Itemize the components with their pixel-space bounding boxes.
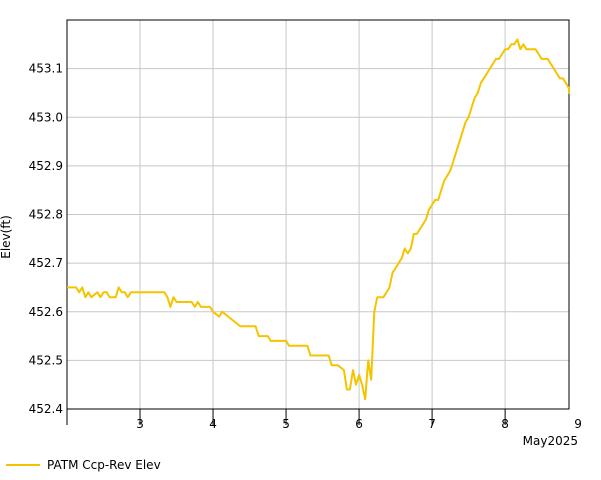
- x-period-label: May2025: [523, 434, 578, 448]
- x-tick-label: 3: [136, 417, 144, 431]
- series-line: [67, 38, 570, 401]
- grid-lines: [67, 20, 569, 410]
- legend: PATM Ccp-Rev Elev: [6, 458, 161, 472]
- y-tick-label: 452.8: [29, 208, 63, 222]
- x-tick-label: 5: [282, 417, 290, 431]
- y-tick-label: 452.4: [29, 402, 63, 416]
- plot-area: [67, 38, 570, 401]
- y-tick-label: 452.5: [29, 353, 63, 367]
- axes: 452.4 452.5 452.6 452.7 452.8 452.9 453.0 453.1…: [29, 19, 582, 431]
- y-tick-label: 453.0: [29, 110, 63, 124]
- x-tick-label: 4: [209, 417, 217, 431]
- y-tick-label: 453.1: [29, 62, 63, 76]
- y-tick-label: 452.7: [29, 256, 63, 270]
- x-tick-label: 9: [574, 417, 582, 431]
- x-tick-label: 7: [428, 417, 436, 431]
- plot-frame: [66, 19, 570, 410]
- x-tick-label: 8: [501, 417, 509, 431]
- legend-label: PATM Ccp-Rev Elev: [47, 458, 161, 472]
- y-tick-label: 452.6: [29, 305, 63, 319]
- x-tick-label: 6: [355, 417, 363, 431]
- y-axis-label: Elev(ft): [0, 215, 13, 258]
- y-tick-label: 452.9: [29, 159, 63, 173]
